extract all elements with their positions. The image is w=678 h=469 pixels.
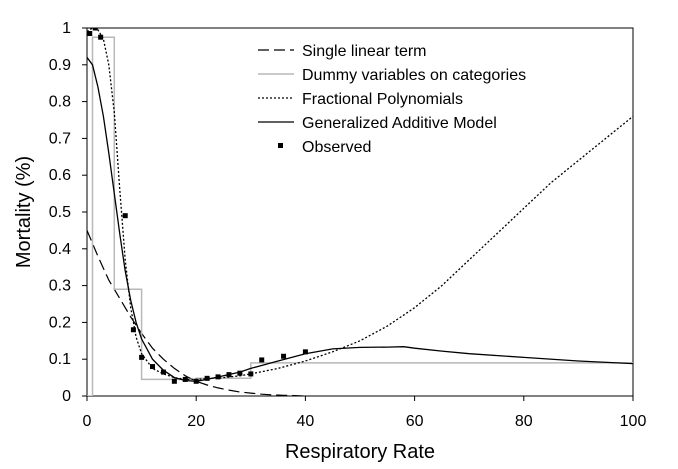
series-line-single-linear-term [87, 230, 306, 396]
x-axis: 0 20 40 60 80 100 [83, 396, 647, 430]
x-tick-label: 40 [297, 413, 315, 430]
series-layer [87, 28, 633, 396]
legend-label-single-linear-term: Single linear term [302, 43, 427, 60]
y-tick-label: 0.3 [49, 278, 71, 295]
y-tick-label: 0.1 [49, 351, 71, 368]
observed-point [122, 213, 128, 219]
observed-point [160, 369, 166, 375]
legend-label-fractional-polynomials: Fractional Polynomials [302, 91, 463, 108]
observed-point [302, 349, 308, 355]
observed-point [182, 376, 188, 382]
y-tick-label: 1 [62, 20, 71, 37]
observed-point [204, 375, 210, 381]
y-tick-label: 0.6 [49, 167, 71, 184]
y-tick-label: 0.7 [49, 130, 71, 147]
x-tick-label: 100 [620, 413, 647, 430]
observed-point [215, 374, 221, 380]
series-line-generalized-additive-model [87, 57, 633, 382]
observed-point [87, 31, 93, 37]
series-line-fractional-polynomials [87, 28, 633, 381]
legend-label-generalized-additive-model: Generalized Additive Model [302, 115, 497, 132]
y-tick-label: 0.9 [49, 57, 71, 74]
y-tick-label: 0.4 [49, 241, 71, 258]
y-tick-label: 0.5 [49, 204, 71, 221]
y-axis-title: Mortality (%) [13, 156, 35, 268]
observed-point [281, 353, 287, 359]
observed-point [139, 354, 145, 360]
legend-label-dummy-variables-on-categories: Dummy variables on categories [302, 67, 526, 84]
observed-point [130, 327, 136, 333]
observed-point [248, 371, 254, 377]
x-tick-label: 60 [406, 413, 424, 430]
y-tick-label: 0.2 [49, 314, 71, 331]
y-tick-label: 0.8 [49, 94, 71, 111]
y-tick-label: 0 [62, 388, 71, 405]
observed-point [92, 28, 98, 31]
x-tick-label: 0 [83, 413, 92, 430]
observed-point [193, 378, 199, 384]
observed-point [98, 34, 104, 40]
legend: Single linear term Dummy variables on cat… [258, 43, 526, 156]
observed-point [259, 357, 265, 363]
y-axis: 0 0.1 0.2 0.3 0.4 0.5 0.6 0.7 0.8 0.9 1 [49, 20, 87, 405]
observed-point [237, 370, 243, 376]
legend-swatch-observed [278, 143, 283, 148]
legend-label-observed: Observed [302, 139, 371, 156]
x-tick-label: 80 [515, 413, 533, 430]
x-tick-label: 20 [187, 413, 205, 430]
x-axis-title: Respiratory Rate [285, 441, 435, 463]
observed-point [150, 364, 156, 370]
observed-point [171, 378, 177, 384]
observed-point [226, 372, 232, 378]
